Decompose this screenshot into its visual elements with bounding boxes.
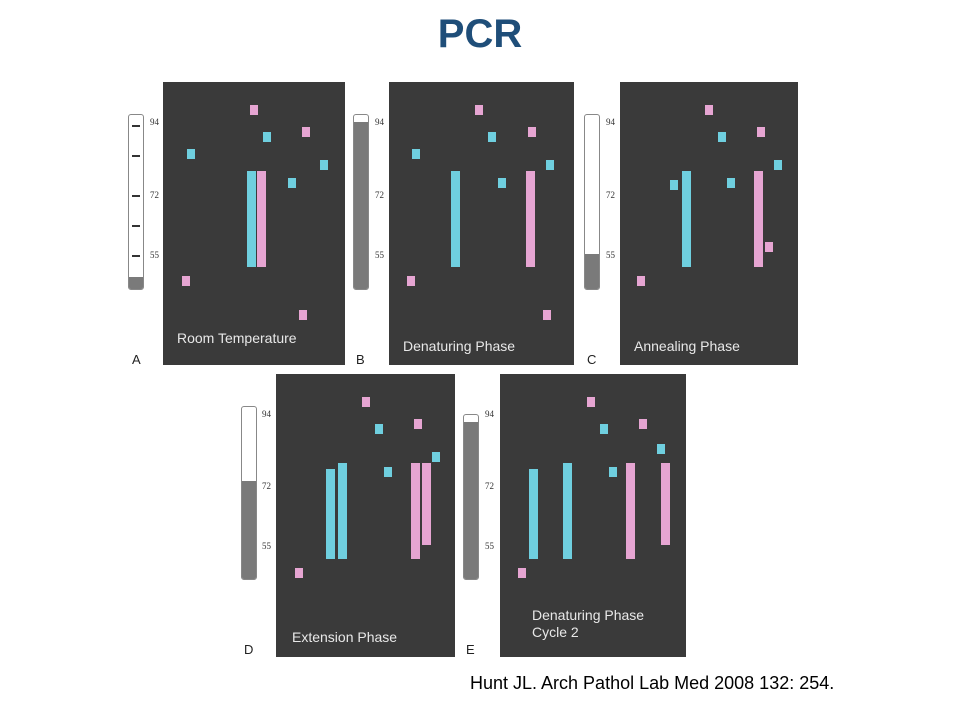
temp-label-55: 55 <box>262 541 271 551</box>
panel-box: Extension Phase <box>276 374 455 657</box>
panel-letter: C <box>587 352 597 367</box>
primer-fragment <box>432 452 440 462</box>
primer-fragment <box>263 132 271 142</box>
primer-fragment <box>288 178 296 188</box>
primer-fragment <box>546 160 554 170</box>
panel-letter: D <box>244 642 254 657</box>
panel-letter: E <box>466 642 475 657</box>
panel-box: Room Temperature <box>163 82 345 365</box>
temp-label-72: 72 <box>150 190 159 200</box>
primer-fragment <box>250 105 258 115</box>
primer-fragment <box>543 310 551 320</box>
dna-strand <box>247 171 256 267</box>
primer-fragment <box>302 127 310 137</box>
primer-fragment <box>727 178 735 188</box>
panel-box: Annealing Phase <box>620 82 798 365</box>
temp-label-94: 94 <box>375 117 384 127</box>
phase-label: Room Temperature <box>177 330 297 346</box>
phase-label: Denaturing Phase <box>403 338 516 354</box>
citation: Hunt JL. Arch Pathol Lab Med 2008 132: 2… <box>470 673 835 693</box>
thermometer-c <box>584 114 600 290</box>
primer-fragment <box>637 276 645 286</box>
panel-box: Denaturing Phase <box>389 82 574 365</box>
primer-fragment <box>518 568 526 578</box>
primer-fragment <box>182 276 190 286</box>
dna-strand <box>563 463 572 559</box>
primer-fragment <box>705 105 713 115</box>
primer-fragment <box>488 132 496 142</box>
phase-label: Extension Phase <box>292 629 398 645</box>
temp-label-94: 94 <box>606 117 615 127</box>
dna-strand <box>338 463 347 559</box>
temp-label-72: 72 <box>606 190 615 200</box>
primer-fragment <box>609 467 617 477</box>
primer-fragment <box>757 127 765 137</box>
primer-fragment <box>384 467 392 477</box>
dna-strand <box>526 171 535 267</box>
temp-label-72: 72 <box>262 481 271 491</box>
dna-strand <box>754 171 763 267</box>
primer-fragment <box>528 127 536 137</box>
primer-fragment <box>414 419 422 429</box>
dna-strand <box>682 171 691 267</box>
temp-label-55: 55 <box>375 250 384 260</box>
primer-fragment <box>475 105 483 115</box>
thermometer-fill <box>464 421 478 579</box>
temp-label-55: 55 <box>606 250 615 260</box>
panel-letter: A <box>132 352 141 367</box>
dna-strand <box>411 463 420 559</box>
temp-label-94: 94 <box>262 409 271 419</box>
thermometer-d <box>241 406 257 580</box>
primer-fragment <box>639 419 647 429</box>
dna-strand <box>661 463 670 545</box>
thermometer-b <box>353 114 369 290</box>
panel-box: Denaturing Phase Cycle 2 <box>500 374 686 657</box>
dna-strand <box>422 463 431 545</box>
dna-strand <box>451 171 460 267</box>
primer-fragment <box>362 397 370 407</box>
primer-fragment <box>670 180 678 190</box>
thermometer-fill <box>354 121 368 289</box>
temp-label-94: 94 <box>150 117 159 127</box>
temp-label-94: 94 <box>485 409 494 419</box>
temp-label-55: 55 <box>485 541 494 551</box>
primer-fragment <box>412 149 420 159</box>
primer-fragment <box>187 149 195 159</box>
thermometer-fill <box>129 276 143 289</box>
temp-label-72: 72 <box>375 190 384 200</box>
primer-fragment <box>320 160 328 170</box>
dna-strand <box>529 469 538 559</box>
temp-label-72: 72 <box>485 481 494 491</box>
dna-strand <box>326 469 335 559</box>
phase-label: Denaturing Phase Cycle 2 <box>532 607 645 640</box>
thermometer-fill <box>242 480 256 579</box>
primer-fragment <box>407 276 415 286</box>
primer-fragment <box>657 444 665 454</box>
primer-fragment <box>587 397 595 407</box>
page-title: PCR <box>437 12 523 56</box>
thermometer-fill <box>585 254 599 289</box>
phase-label: Annealing Phase <box>634 338 740 354</box>
primer-fragment <box>718 132 726 142</box>
thermometer-e <box>463 414 479 580</box>
primer-fragment <box>774 160 782 170</box>
temp-label-55: 55 <box>150 250 159 260</box>
primer-fragment <box>600 424 608 434</box>
dna-strand <box>626 463 635 559</box>
primer-fragment <box>375 424 383 434</box>
thermometer-a <box>128 114 144 290</box>
primer-fragment <box>295 568 303 578</box>
primer-fragment <box>498 178 506 188</box>
primer-fragment <box>299 310 307 320</box>
primer-fragment <box>765 242 773 252</box>
dna-strand <box>257 171 266 267</box>
panel-letter: B <box>356 352 365 367</box>
